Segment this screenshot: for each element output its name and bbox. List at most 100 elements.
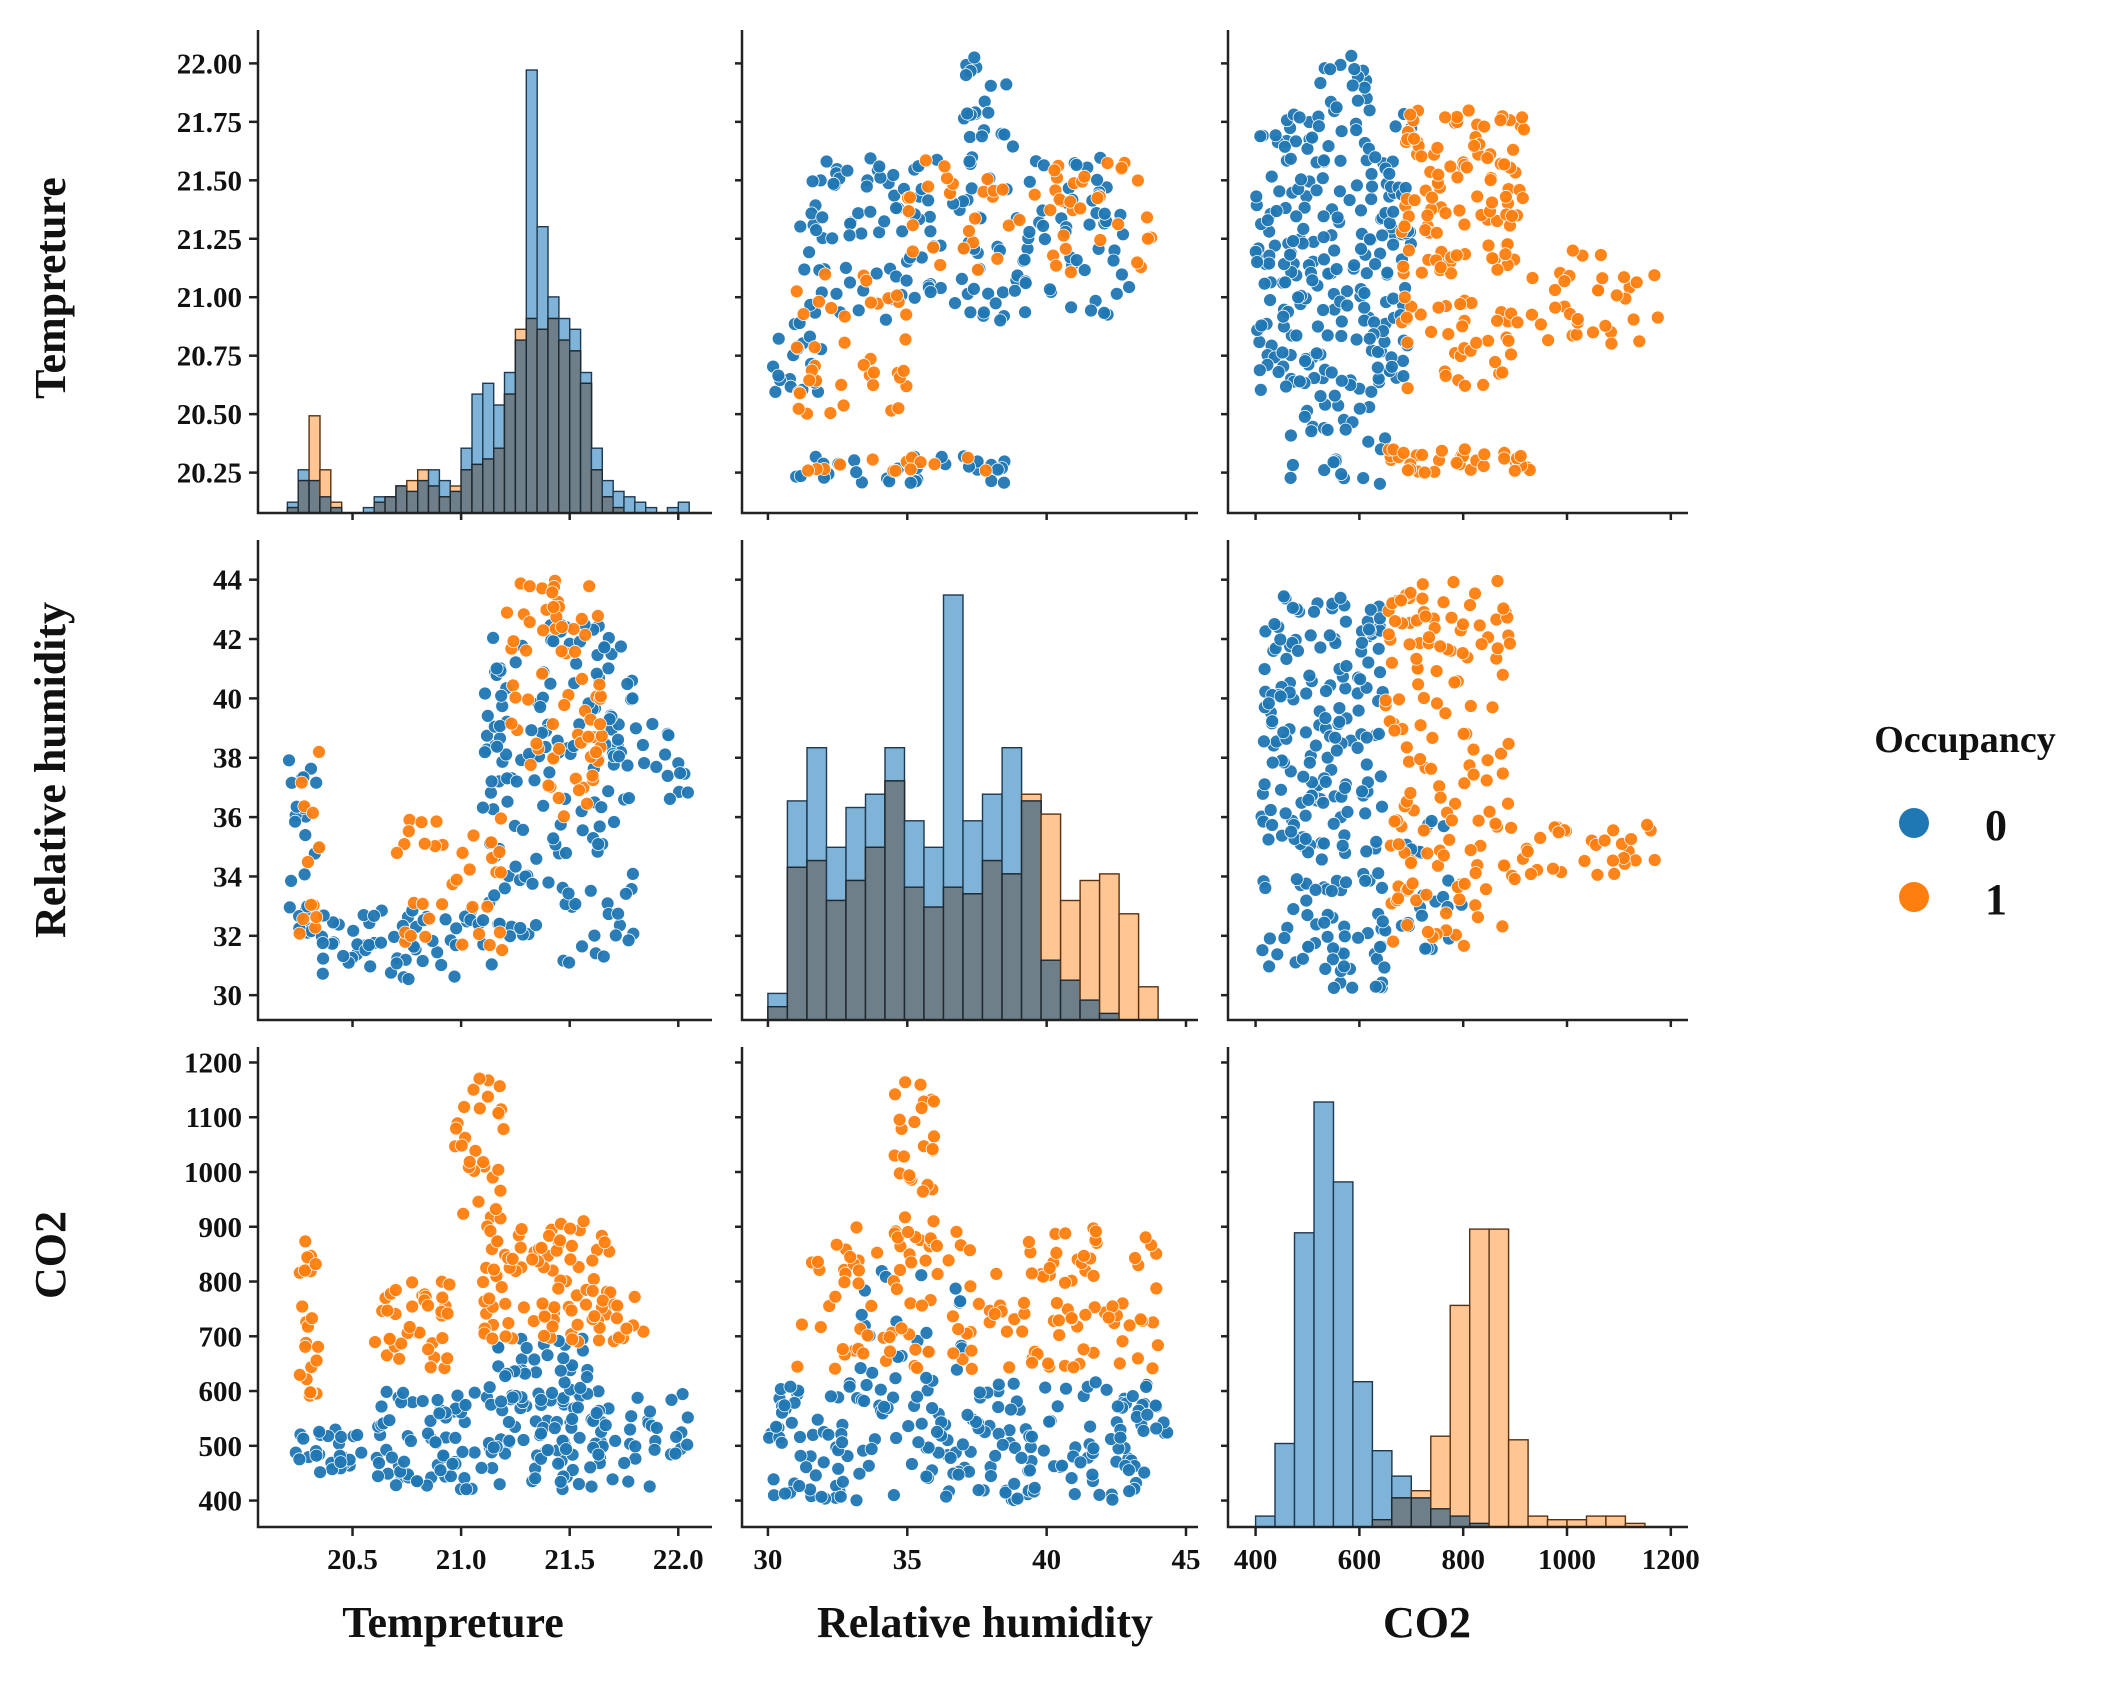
scatter-point-class-0 <box>546 831 561 846</box>
scatter-point-class-0 <box>1278 806 1293 821</box>
scatter-point-class-1 <box>864 1299 879 1313</box>
scatter-point-class-1 <box>1501 736 1516 751</box>
hist-bar-overlap <box>1001 873 1023 1021</box>
scatter-point-class-1 <box>1469 335 1484 350</box>
scatter-point-class-1 <box>1058 241 1073 256</box>
y-tick-label-tempreture: 21.75 <box>177 107 242 139</box>
scatter-point-class-0 <box>977 305 991 320</box>
y-tick-label-co2: 1200 <box>184 1047 242 1079</box>
scatter-point-class-0 <box>963 305 978 320</box>
scatter-point-class-0 <box>919 1371 934 1385</box>
ticks-layer: 20.25 20.50 20.75 21.00 21.25 21.50 21.75 22.00… <box>177 30 1700 1576</box>
scatter-point-class-1 <box>1128 1251 1142 1265</box>
scatter-point-class-0 <box>605 1472 620 1487</box>
scatter-point-class-1 <box>397 837 412 851</box>
scatter-point-class-0 <box>438 912 453 927</box>
scatter-point-class-0 <box>384 1450 399 1465</box>
scatter-point-class-1 <box>1455 319 1470 334</box>
scatter-point-class-1 <box>415 897 430 911</box>
scatter-point-class-1 <box>574 612 589 626</box>
legend-swatch-0 <box>1899 808 1929 838</box>
scatter-point-class-1 <box>435 1331 450 1345</box>
scatter-point-class-0 <box>1344 49 1359 63</box>
scatter-point-class-1 <box>1480 151 1495 166</box>
scatter-point-class-1 <box>555 620 569 634</box>
scatter-point-class-1 <box>455 937 470 952</box>
scatter-point-class-0 <box>502 1434 517 1448</box>
scatter-point-class-0 <box>491 1359 506 1374</box>
scatter-point-class-1 <box>388 1283 403 1297</box>
scatter-point-class-1 <box>1477 447 1492 462</box>
scatter-point-class-1 <box>421 1298 435 1313</box>
scatter-point-class-0 <box>334 1430 349 1444</box>
scatter-point-class-1 <box>1400 918 1415 932</box>
scatter-point-class-1 <box>449 872 464 887</box>
scatter-point-class-0 <box>1418 941 1433 956</box>
scatter-point-class-1 <box>890 1282 904 1296</box>
scatter-point-class-1 <box>933 258 948 272</box>
scatter-point-class-0 <box>476 913 491 928</box>
scatter-point-class-0 <box>793 1430 807 1444</box>
histogram-co2 <box>1254 1101 1646 1528</box>
scatter-point-class-1 <box>812 294 826 309</box>
hist-bar-overlap <box>884 780 906 1021</box>
scatter-point-class-0 <box>509 774 524 789</box>
scatter-point-class-1 <box>484 835 499 850</box>
scatter-point-class-1 <box>517 1300 531 1315</box>
scatter-point-class-0 <box>1373 940 1387 954</box>
scatter-point-class-1 <box>905 244 920 259</box>
scatter-point-class-1 <box>989 1267 1004 1281</box>
scatter-point-class-0 <box>1357 80 1372 95</box>
scatter-point-class-0 <box>1319 684 1333 698</box>
scatter-point-class-0 <box>1349 332 1364 347</box>
scatter-point-class-1 <box>1112 1356 1127 1371</box>
scatter-point-class-0 <box>840 163 855 178</box>
scatter-point-class-1 <box>1042 1261 1057 1275</box>
scatter-point-class-1 <box>1396 445 1411 460</box>
scatter-point-class-0 <box>1301 793 1316 807</box>
scatter-point-class-1 <box>1497 858 1511 873</box>
scatter-point-class-1 <box>1597 833 1612 848</box>
hist-bar-class-1 <box>1605 1515 1627 1528</box>
scatter-point-class-0 <box>1314 852 1329 867</box>
scatter-point-class-0 <box>1313 389 1328 404</box>
scatter-point-class-0 <box>960 1408 975 1422</box>
scatter-point-class-0 <box>601 784 616 799</box>
scatter-point-class-0 <box>498 1369 513 1383</box>
scatter-point-class-0 <box>1027 1480 1042 1495</box>
scatter-point-class-1 <box>492 925 507 940</box>
hist-bar-overlap <box>579 382 593 514</box>
scatter-point-class-1 <box>508 690 523 705</box>
axis-frame-r0-c0 <box>256 30 712 515</box>
scatter-point-class-0 <box>1115 267 1129 282</box>
scatter-point-class-0 <box>849 465 864 480</box>
scatter-point-class-1 <box>829 1237 844 1252</box>
scatter-point-class-1 <box>1131 173 1145 188</box>
scatter-point-class-0 <box>436 1448 451 1463</box>
scatter-point-class-1 <box>1548 283 1562 297</box>
scatter-point-class-1 <box>823 406 838 421</box>
scatter-point-class-1 <box>1431 167 1446 182</box>
scatter-point-class-0 <box>583 1460 598 1475</box>
scatter-point-class-1 <box>292 1368 307 1382</box>
scatter-point-class-0 <box>484 774 499 789</box>
scatter-point-class-1 <box>1078 1307 1093 1322</box>
scatter-point-class-0 <box>430 1393 445 1407</box>
scatter-point-class-0 <box>1289 328 1304 343</box>
scatter-point-class-0 <box>1380 265 1395 280</box>
scatter-point-class-1 <box>597 1235 612 1250</box>
scatter-point-class-1 <box>1490 262 1505 277</box>
scatter-point-class-1 <box>1632 334 1647 349</box>
scatter-point-class-1 <box>898 332 913 347</box>
scatter-point-class-1 <box>1025 1355 1039 1370</box>
scatter-point-class-0 <box>499 747 514 762</box>
scatter-point-class-1 <box>818 267 832 282</box>
scatter-point-class-1 <box>298 1234 313 1249</box>
axis-frame-r1-c0 <box>256 540 712 1022</box>
scatter-point-class-0 <box>489 661 504 676</box>
scatter-point-class-0 <box>562 955 576 970</box>
hist-bar-overlap <box>558 339 571 514</box>
scatter-point-class-0 <box>449 921 464 936</box>
scatter-point-class-1 <box>1076 1342 1091 1357</box>
scatter-point-class-1 <box>903 462 918 477</box>
